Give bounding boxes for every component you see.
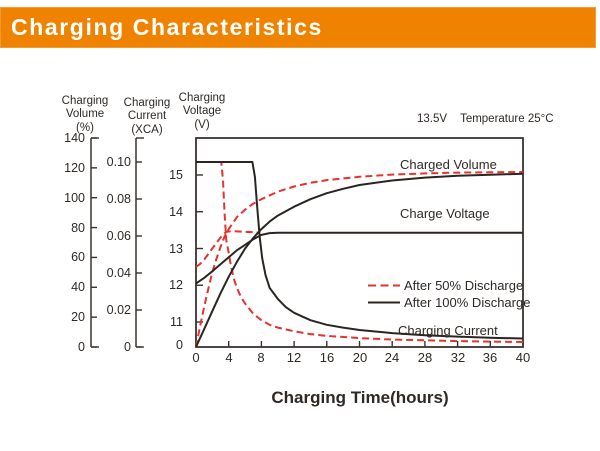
axis-title-charging-voltage-unit: (V) <box>194 119 210 131</box>
axis-title-charging-volume-unit: (%) <box>76 122 94 134</box>
curve-charge-voltage-after-50 <box>195 230 258 268</box>
tick-label-x-24: 24 <box>384 350 400 365</box>
curve-label-charging-current: Charging Current <box>398 323 498 338</box>
x-axis-title: Charging Time(hours) <box>271 388 449 407</box>
axis-title-charging-voltage-line1: Charging <box>178 92 226 104</box>
tick-label-voltage-14: 14 <box>169 205 183 219</box>
tick-label-volume-40: 40 <box>71 280 85 294</box>
tick-label-current-0: 0 <box>124 340 131 354</box>
axis-title-charging-current-line2: Current <box>127 109 167 122</box>
axis-title-charging-voltage-line2: Voltage <box>182 104 222 117</box>
tick-label-x-12: 12 <box>286 350 302 365</box>
curve-charging-current-after-100 <box>196 161 524 340</box>
tick-label-current-0.02: 0.02 <box>106 303 131 317</box>
tick-label-current-0.06: 0.06 <box>106 229 131 243</box>
axis-title-charging-volume-line2: Volume <box>65 107 105 120</box>
tick-label-x-20: 20 <box>352 350 368 365</box>
tick-label-current-0.10: 0.10 <box>106 155 131 169</box>
tick-label-volume-120: 120 <box>64 161 85 175</box>
axis-title-charging-current: Charging Current (XCA) <box>107 97 187 137</box>
axis-title-charging-current-line1: Charging <box>123 97 171 109</box>
tick-label-volume-20: 20 <box>71 310 85 324</box>
axis-title-charging-voltage: Charging Voltage (V) <box>162 92 242 132</box>
tick-label-x-32: 32 <box>450 350 466 365</box>
tick-label-voltage-11: 11 <box>170 315 183 329</box>
tick-label-x-28: 28 <box>417 350 433 365</box>
legend-label-after-50-discharge: After 50% Discharge <box>404 278 524 293</box>
curve-charged-volume-after-100 <box>195 172 524 348</box>
tick-label-voltage-13: 13 <box>169 242 183 256</box>
axis-title-charging-volume: Charging Volume (%) <box>45 95 125 135</box>
tick-label-x-8: 8 <box>257 350 265 365</box>
condition-temperature: Temperature 25°C <box>460 113 554 125</box>
condition-voltage: 13.5V <box>417 113 448 125</box>
header-bar: Charging Characteristics <box>0 7 596 48</box>
curve-charged-volume-after-50 <box>195 171 524 348</box>
tick-label-voltage-15: 15 <box>169 168 183 182</box>
axis-title-charging-current-unit: (XCA) <box>131 124 163 136</box>
legend-label-after-100-discharge: After 100% Discharge <box>404 295 531 310</box>
tick-label-x-40: 40 <box>515 350 531 365</box>
curve-charging-current-after-50 <box>196 161 524 343</box>
tick-label-voltage-12: 12 <box>169 278 183 292</box>
tick-label-volume-60: 60 <box>71 250 85 264</box>
tick-label-current-0.04: 0.04 <box>106 266 131 280</box>
tick-label-x-36: 36 <box>482 350 498 365</box>
curve-charge-voltage-after-100 <box>195 231 523 285</box>
tick-label-volume-100: 100 <box>64 191 85 205</box>
condition-annotation: 13.5V Temperature 25°C <box>417 113 554 126</box>
curve-label-charged-volume: Charged Volume <box>400 157 497 172</box>
tick-label-volume-140: 140 <box>64 131 85 145</box>
tick-label-x-16: 16 <box>319 350 335 365</box>
tick-label-voltage-0: 0 <box>176 338 183 352</box>
tick-label-volume-80: 80 <box>71 221 85 235</box>
curve-label-charge-voltage: Charge Voltage <box>400 206 490 221</box>
axis-title-charging-volume-line1: Charging <box>61 95 109 107</box>
tick-label-volume-0: 0 <box>78 340 85 354</box>
tick-label-x-4: 4 <box>225 350 233 365</box>
tick-label-x-0: 0 <box>192 350 200 365</box>
page-title: Charging Characteristics <box>11 14 323 40</box>
tick-label-current-0.08: 0.08 <box>106 192 131 206</box>
